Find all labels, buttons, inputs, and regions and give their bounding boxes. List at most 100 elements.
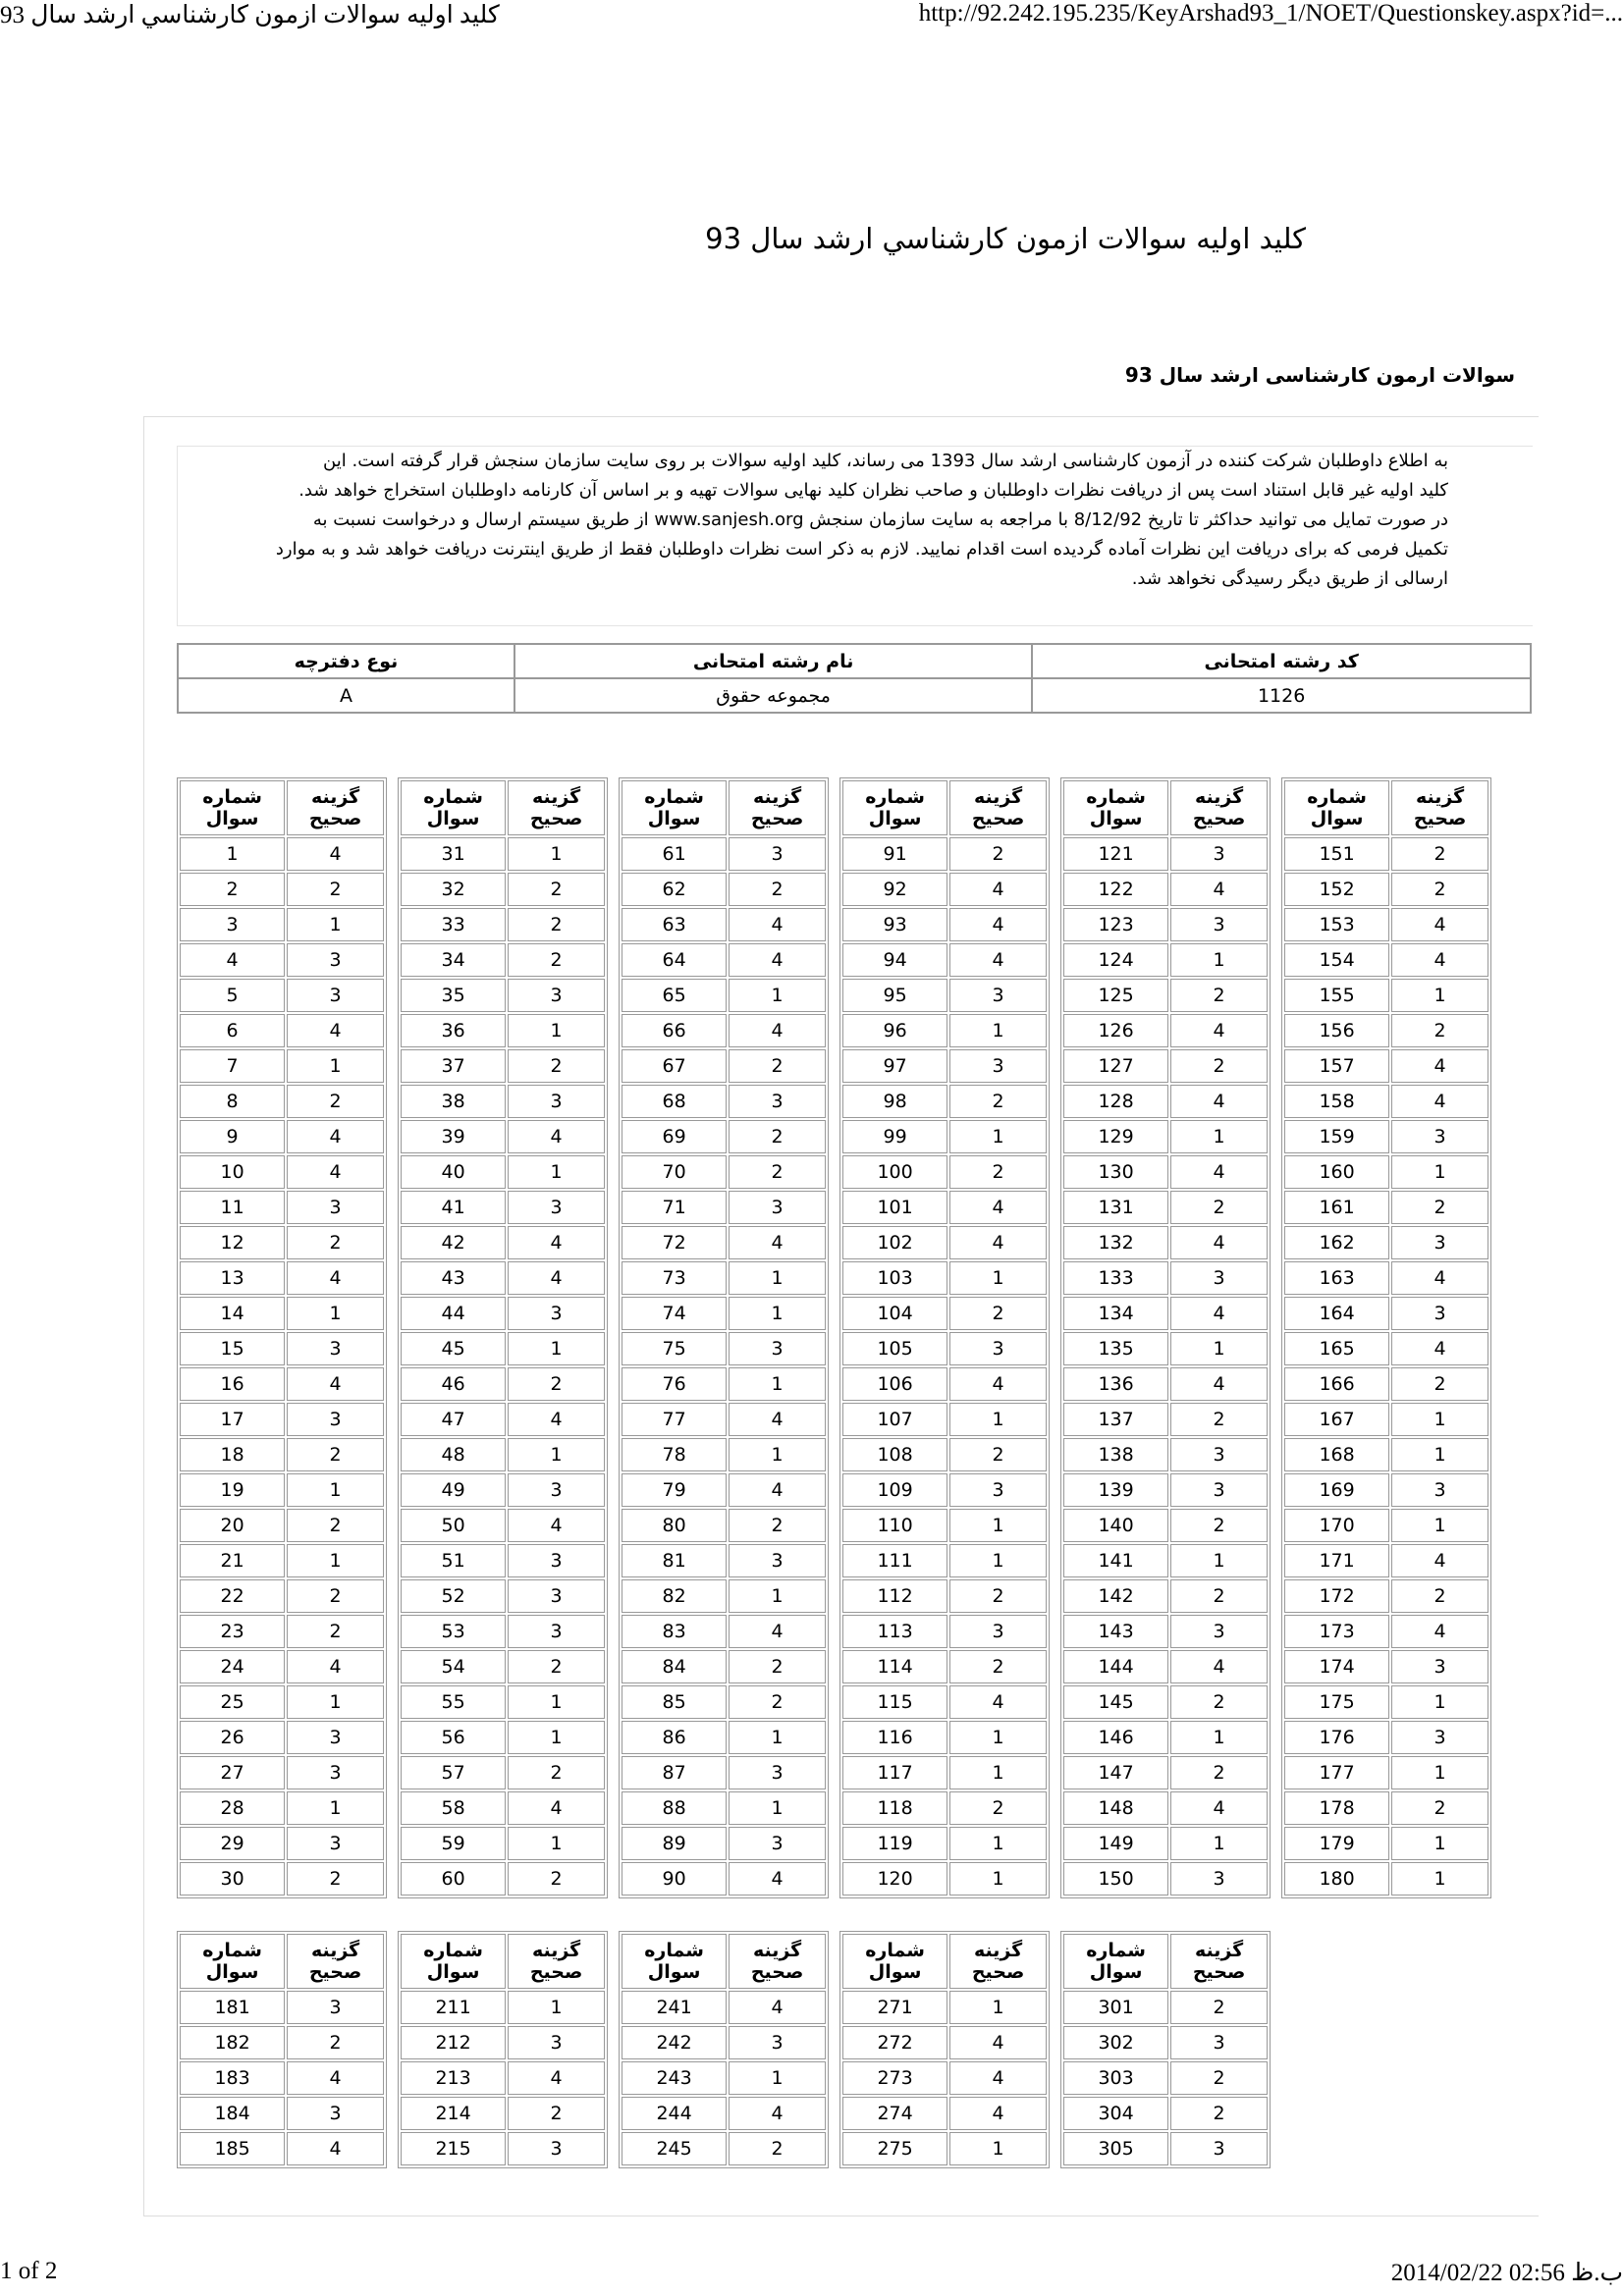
answer-cell: 3 (1170, 837, 1268, 871)
column-header: شماره سوال (842, 1934, 948, 1989)
print-title: كليد اوليه سوالات ازمون كارشناسي ارشد سا… (0, 2, 500, 28)
answer-cell: 3 (1391, 1226, 1488, 1259)
answer-cell: 1 (508, 837, 605, 871)
answer-cell: 4 (1391, 1544, 1488, 1577)
answer-row: 58 4 (401, 1791, 605, 1825)
answer-cell: 1 (287, 908, 384, 941)
question-cell: 113 (842, 1615, 948, 1648)
question-cell: 71 (622, 1191, 728, 1224)
column-header: شماره سوال (180, 1934, 286, 1989)
answer-row: 90 4 (622, 1862, 826, 1896)
question-cell: 213 (401, 2061, 507, 2095)
answer-row: 126 4 (1063, 1014, 1268, 1047)
question-cell: 68 (622, 1085, 728, 1118)
answer-cell: 3 (508, 1191, 605, 1224)
answer-row: 178 2 (1284, 1791, 1488, 1825)
question-cell: 135 (1063, 1332, 1169, 1365)
answer-row: 39 4 (401, 1120, 605, 1153)
answer-cell: 1 (949, 1862, 1047, 1896)
answer-row: 82 1 (622, 1579, 826, 1613)
answer-row: 212 3 (401, 2026, 605, 2059)
header-row: شماره سوال گزینه صحیح (1063, 1934, 1268, 1989)
question-cell: 158 (1284, 1085, 1390, 1118)
answer-cell: 4 (287, 2132, 384, 2165)
question-cell: 98 (842, 1085, 948, 1118)
question-cell: 69 (622, 1120, 728, 1153)
question-cell: 178 (1284, 1791, 1390, 1825)
subtitle: سوالات ارمون کارشناسی ارشد سال 93 (1124, 363, 1515, 387)
answer-cell: 1 (1170, 1120, 1268, 1153)
answer-cell: 2 (729, 1685, 826, 1719)
question-cell: 62 (622, 873, 728, 906)
column-header: شماره سوال (401, 780, 507, 835)
question-cell: 70 (622, 1155, 728, 1189)
answer-row: 174 3 (1284, 1650, 1488, 1683)
question-cell: 38 (401, 1085, 507, 1118)
answer-cell: 1 (949, 2132, 1047, 2165)
question-cell: 211 (401, 1991, 507, 2024)
answer-row: 54 2 (401, 1650, 605, 1683)
column-header: گزینه صحیح (1170, 780, 1268, 835)
column-header: شماره سوال (1063, 780, 1169, 835)
answer-group: شماره سوال گزینه صحیح 1 4 2 2 3 1 4 3 5 3 6 4 7 1 8 2 9 4 10… (177, 777, 1491, 1898)
answer-cell: 3 (287, 1721, 384, 1754)
page-title: كليد اوليه سوالات ازمون كارشناسي ارشد سا… (705, 222, 1306, 255)
question-cell: 41 (401, 1191, 507, 1224)
question-cell: 58 (401, 1791, 507, 1825)
notice-line: در صورت تمایل می توانید حداکثر تا تاریخ … (312, 509, 1448, 530)
answer-row: 91 2 (842, 837, 1047, 871)
answer-row: 100 2 (842, 1155, 1047, 1189)
column-header: گزینه صحیح (949, 1934, 1047, 1989)
question-cell: 140 (1063, 1509, 1169, 1542)
question-cell: 110 (842, 1509, 948, 1542)
answer-row: 24 4 (180, 1650, 384, 1683)
answer-cell: 2 (949, 837, 1047, 871)
answer-cell: 2 (508, 2097, 605, 2130)
answer-row: 50 4 (401, 1509, 605, 1542)
answer-cell: 3 (949, 979, 1047, 1012)
answer-cell: 3 (508, 1544, 605, 1577)
column-header: گزینه صحیح (949, 780, 1047, 835)
answer-row: 271 1 (842, 1991, 1047, 2024)
answer-row: 130 4 (1063, 1155, 1268, 1189)
answer-row: 113 3 (842, 1615, 1047, 1648)
answer-cell: 1 (729, 1579, 826, 1613)
question-cell: 155 (1284, 979, 1390, 1012)
answer-row: 22 2 (180, 1579, 384, 1613)
answer-cell: 2 (729, 1155, 826, 1189)
question-cell: 184 (180, 2097, 286, 2130)
answer-cell: 1 (949, 1991, 1047, 2024)
answer-cell: 4 (287, 1650, 384, 1683)
question-cell: 17 (180, 1403, 286, 1436)
answer-row: 93 4 (842, 908, 1047, 941)
question-cell: 28 (180, 1791, 286, 1825)
answer-row: 122 4 (1063, 873, 1268, 906)
question-cell: 108 (842, 1438, 948, 1471)
question-cell: 101 (842, 1191, 948, 1224)
answer-row: 106 4 (842, 1367, 1047, 1401)
header-row: شماره سوال گزینه صحیح (180, 1934, 384, 1989)
answer-row: 157 4 (1284, 1049, 1488, 1083)
answer-row: 78 1 (622, 1438, 826, 1471)
answer-cell: 1 (1170, 1544, 1268, 1577)
answer-cell: 2 (508, 1650, 605, 1683)
answer-row: 215 3 (401, 2132, 605, 2165)
question-cell: 10 (180, 1155, 286, 1189)
question-cell: 11 (180, 1191, 286, 1224)
answer-row: 71 3 (622, 1191, 826, 1224)
question-cell: 44 (401, 1297, 507, 1330)
question-cell: 141 (1063, 1544, 1169, 1577)
answer-cell: 4 (1170, 1226, 1268, 1259)
answer-row: 27 3 (180, 1756, 384, 1789)
answer-cell: 3 (508, 2132, 605, 2165)
question-cell: 244 (622, 2097, 728, 2130)
answer-cell: 1 (508, 1438, 605, 1471)
question-cell: 161 (1284, 1191, 1390, 1224)
question-cell: 78 (622, 1438, 728, 1471)
answer-cell: 2 (729, 1120, 826, 1153)
answer-row: 119 1 (842, 1827, 1047, 1860)
answer-row: 244 4 (622, 2097, 826, 2130)
